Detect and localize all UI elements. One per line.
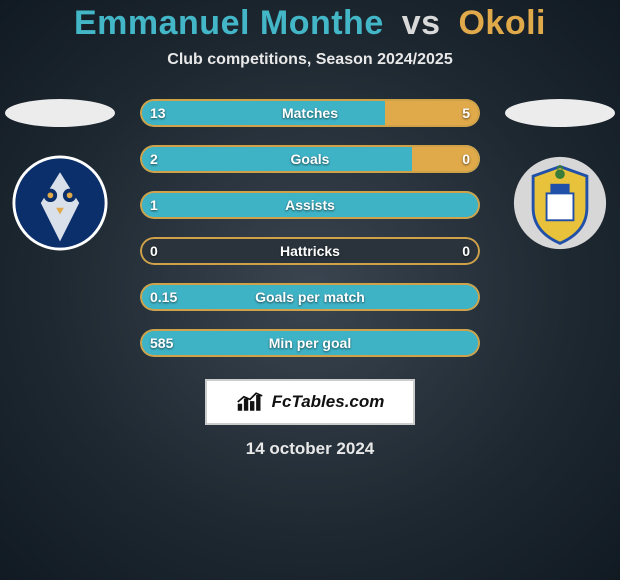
stat-label: Goals per match [140, 283, 480, 311]
stat-label: Assists [140, 191, 480, 219]
stats-list: 135Matches 20Goals 1Assists 00Hattricks 0.15… [140, 89, 480, 357]
owl-badge-icon [12, 155, 108, 251]
player2-name: Okoli [458, 4, 546, 42]
chart-icon [236, 391, 264, 413]
title-vs: vs [402, 4, 441, 42]
stat-label: Hattricks [140, 237, 480, 265]
subtitle: Club competitions, Season 2024/2025 [167, 51, 452, 69]
stat-row: 00Hattricks [140, 237, 480, 265]
comparison-arena: 135Matches 20Goals 1Assists 00Hattricks 0.15… [0, 89, 620, 357]
brand-badge[interactable]: FcTables.com [205, 379, 415, 425]
stat-row: 20Goals [140, 145, 480, 173]
brand-text: FcTables.com [272, 392, 385, 412]
content: Emmanuel Monthe vs Okoli Club competitio… [0, 0, 620, 580]
page-title: Emmanuel Monthe vs Okoli [74, 4, 546, 43]
player2-avatar-placeholder [505, 99, 615, 127]
stat-label: Matches [140, 99, 480, 127]
shield-badge-icon [512, 155, 608, 251]
player2-column [500, 89, 620, 251]
stat-label: Goals [140, 145, 480, 173]
player1-avatar-placeholder [5, 99, 115, 127]
stat-row: 0.15Goals per match [140, 283, 480, 311]
stat-row: 585Min per goal [140, 329, 480, 357]
player1-column [0, 89, 120, 251]
date-text: 14 october 2024 [246, 439, 375, 459]
stat-row: 135Matches [140, 99, 480, 127]
stat-label: Min per goal [140, 329, 480, 357]
player2-club-badge [512, 155, 608, 251]
player1-name: Emmanuel Monthe [74, 4, 384, 42]
player1-club-badge [12, 155, 108, 251]
stat-row: 1Assists [140, 191, 480, 219]
